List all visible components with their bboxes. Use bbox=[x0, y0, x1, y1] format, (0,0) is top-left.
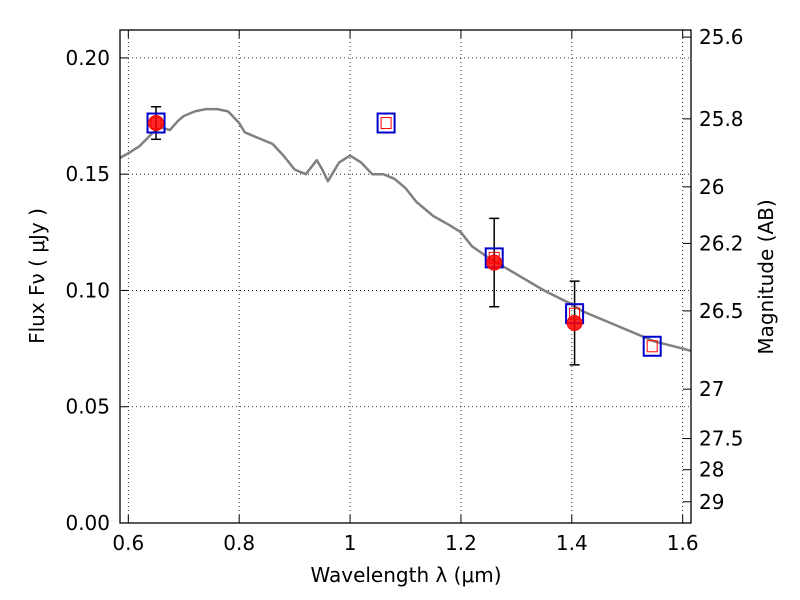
x-axis-label: Wavelength λ (μm) bbox=[310, 563, 501, 587]
x-tick-label: 1.2 bbox=[445, 531, 477, 555]
magnitude-axis-ticks: 25.6 25.8 26 26.2 26.5 27 27.5 28 29 bbox=[683, 25, 744, 514]
error-bars bbox=[151, 105, 580, 366]
plot-frame bbox=[119, 29, 692, 524]
y-axis-ticks: 0.00 0.05 0.10 0.15 0.20 bbox=[65, 46, 128, 535]
x-tick-label: 0.8 bbox=[223, 531, 255, 555]
x-tick-label: 1 bbox=[344, 531, 357, 555]
spectrum-line bbox=[119, 107, 692, 353]
model-photometry-square bbox=[146, 112, 166, 134]
model-photometry-inner-square bbox=[380, 117, 392, 130]
observed-points bbox=[148, 115, 583, 332]
observed-point bbox=[566, 315, 583, 332]
model-photometry-square bbox=[376, 112, 396, 134]
magnitude-tick-label: 29 bbox=[699, 490, 724, 514]
y-tick-label: 0.20 bbox=[65, 46, 110, 70]
magnitude-tick-label: 28 bbox=[699, 458, 724, 482]
observed-point bbox=[486, 254, 503, 271]
y-tick-label: 0.00 bbox=[65, 511, 110, 535]
magnitude-tick-label: 26.2 bbox=[699, 231, 744, 255]
grid-lines bbox=[120, 30, 691, 524]
x-tick-label: 1.6 bbox=[667, 531, 699, 555]
model-photometry-points bbox=[146, 112, 662, 357]
x-axis-ticks: 0.6 0.8 1 1.2 1.4 1.6 bbox=[112, 30, 699, 555]
model-photometry-inner-square bbox=[646, 340, 658, 353]
magnitude-tick-label: 27 bbox=[699, 377, 724, 401]
x-tick-label: 1.4 bbox=[556, 531, 588, 555]
magnitude-axis-label: Magnitude (AB) bbox=[754, 199, 778, 354]
model-spectrum bbox=[119, 107, 692, 353]
y-tick-label: 0.05 bbox=[65, 395, 110, 419]
magnitude-tick-label: 25.8 bbox=[699, 107, 744, 131]
y-tick-label: 0.15 bbox=[65, 162, 110, 186]
magnitude-tick-label: 26 bbox=[699, 175, 724, 199]
x-tick-label: 0.6 bbox=[112, 531, 144, 555]
y-tick-label: 0.10 bbox=[65, 278, 110, 302]
observed-point bbox=[148, 115, 165, 132]
y-axis-label: Flux Fν ( μJy ) bbox=[25, 208, 49, 344]
magnitude-tick-label: 27.5 bbox=[699, 427, 744, 451]
magnitude-tick-label: 26.5 bbox=[699, 299, 744, 323]
magnitude-tick-label: 25.6 bbox=[699, 25, 744, 49]
model-photometry-square bbox=[642, 335, 662, 357]
